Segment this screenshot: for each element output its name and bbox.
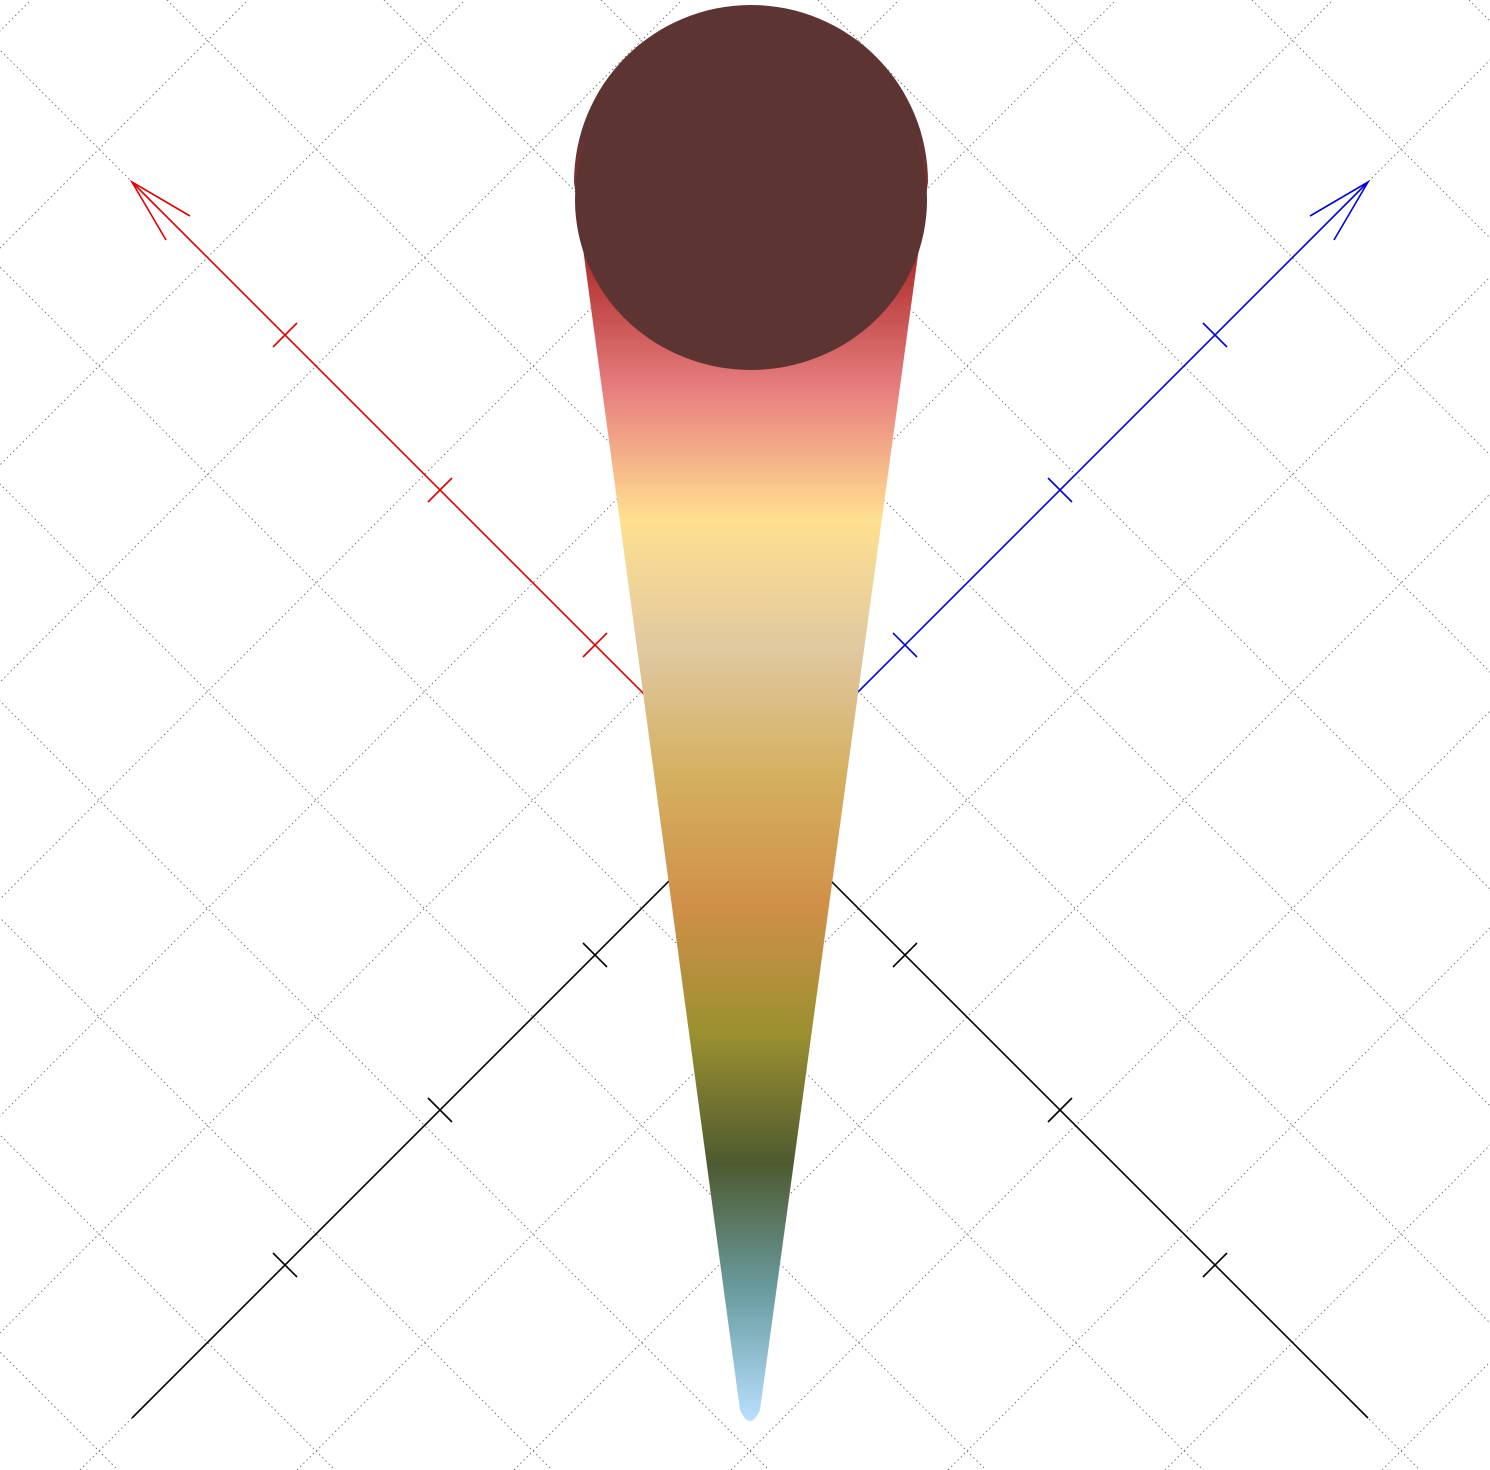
x-axis-arrow-icon <box>129 179 191 241</box>
grid-line <box>1381 1361 1490 1470</box>
grid-line <box>947 927 1490 1470</box>
x-axis-tick <box>582 632 608 658</box>
grid-line <box>0 0 466 466</box>
grid-line <box>383 0 1490 1107</box>
z-axis-left-tick <box>272 1252 298 1278</box>
z-axis-left-tick <box>427 1097 453 1123</box>
z-axis-left-line <box>131 799 751 1419</box>
y-axis-tick <box>892 632 918 658</box>
cone-top-cap <box>575 30 927 370</box>
grid-line <box>1034 0 1490 456</box>
grid-line <box>0 0 32 32</box>
z-axis-right-tick <box>1047 1097 1073 1123</box>
x-axis-tick <box>427 477 453 503</box>
grid-line <box>1164 1144 1490 1470</box>
y-axis-arrow-icon <box>1309 179 1371 241</box>
z-axis-right-line <box>749 799 1369 1419</box>
grid-line <box>0 0 249 249</box>
y-axis-tick <box>1202 322 1228 348</box>
z-axis-right <box>749 799 1369 1419</box>
z-axis-left <box>131 799 751 1419</box>
cone-body <box>574 4 928 1421</box>
x-axis-tick <box>272 322 298 348</box>
z-axis-right-tick <box>892 942 918 968</box>
cone-surface <box>574 4 928 1421</box>
z-axis-left-tick <box>582 942 608 968</box>
grid-line <box>0 0 1117 1117</box>
grid-line <box>0 1351 119 1470</box>
grid-line <box>1251 0 1490 239</box>
grid-line <box>0 1134 336 1470</box>
z-axis-right-tick <box>1202 1252 1228 1278</box>
y-axis-tick <box>1047 477 1073 503</box>
